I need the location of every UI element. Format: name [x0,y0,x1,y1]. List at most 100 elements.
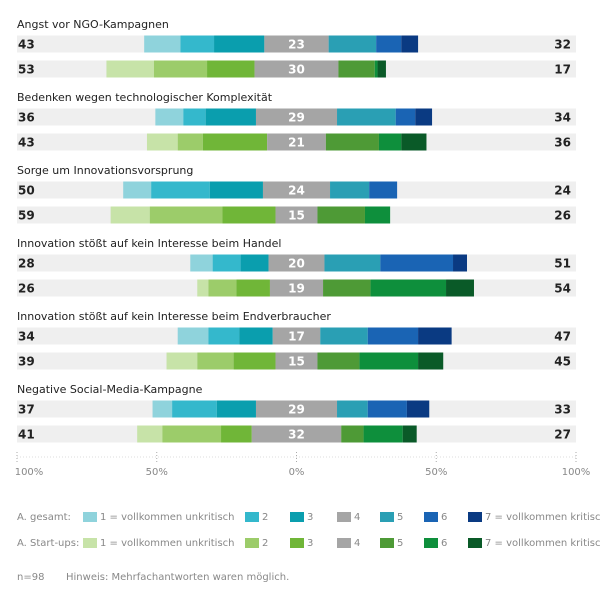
bar-segment [239,327,273,345]
sample-size: n=98 [17,572,44,583]
legend-label: 5 [397,538,403,549]
bar-segment [325,133,379,151]
bar-segment [208,327,240,345]
bar-segment [275,352,318,370]
bar-segment [177,133,203,151]
bar-segment [233,352,276,370]
legend-title: A. Start-ups: [17,538,79,549]
legend-swatch [337,538,351,548]
segment-label: 19 [288,282,305,296]
bar-segment [155,108,184,126]
bar-segment [149,206,223,224]
legend-label: 3 [307,538,313,549]
segment-label: 29 [288,403,305,417]
bar-segment [146,133,178,151]
group-title: Negative Social-Media-Kampagne [17,383,203,396]
right-total: 47 [554,330,571,344]
bar-segment [264,35,329,53]
bar-segment [395,108,416,126]
group-title: Bedenken wegen technologischer Komplexit… [17,91,273,104]
bar-segment [183,108,206,126]
bar-segment [144,35,181,53]
bar-segment [337,108,396,126]
bar-segment [152,400,173,418]
bar-segment [453,254,467,272]
right-total: 54 [554,282,571,296]
segment-label: 17 [288,330,305,344]
x-tick-label: 50% [146,467,168,478]
legend-label: 3 [307,512,313,523]
bar-segment [378,133,402,151]
left-total: 41 [18,428,35,442]
bar-segment [202,133,268,151]
bar-segment [153,60,208,78]
bar-segment [267,133,326,151]
legend-label: 1 = vollkommen unkritisch [100,512,235,523]
legend-label: 4 [354,538,360,549]
bar-segment [370,279,447,297]
bar-segment [363,425,403,443]
legend-swatch [380,512,394,522]
left-total: 43 [18,38,35,52]
right-total: 36 [554,136,571,150]
bar-segment [330,181,370,199]
bar-segment [255,108,338,126]
bar-segment [401,133,427,151]
bar-segment [162,425,222,443]
bar-segment [177,327,209,345]
legend-swatch [424,512,438,522]
right-total: 27 [554,428,571,442]
bar-segment [106,60,154,78]
left-total: 43 [18,136,35,150]
legend-swatch [290,512,304,522]
segment-label: 30 [288,63,305,77]
bar-segment [214,35,265,53]
right-total: 33 [554,403,571,417]
left-total: 26 [18,282,35,296]
bar-segment [166,352,198,370]
group-title: Angst vor NGO-Kampagnen [17,18,169,31]
bar-segment [364,206,391,224]
bar-segment [207,60,255,78]
bar-segment [151,181,210,199]
bar-segment [240,254,269,272]
left-total: 34 [18,330,35,344]
bar-segment [137,425,163,443]
legend-swatch [245,538,259,548]
legend-swatch [468,512,482,522]
bar-segment [222,206,276,224]
left-total: 37 [18,403,35,417]
bar-segment [208,279,237,297]
legend-label: 6 [441,538,447,549]
right-total: 24 [554,184,571,198]
legend-swatch [83,512,97,522]
note: Hinweis: Mehrfachantworten waren möglich… [66,572,289,583]
legend-label: 2 [262,512,268,523]
bar-segment [197,279,209,297]
bar-segment [123,181,152,199]
bar-segment [268,254,325,272]
group-title: Innovation stößt auf kein Interesse beim… [17,310,331,323]
bar-segment [323,279,371,297]
bar-segment [254,60,339,78]
bar-segment [418,327,452,345]
right-total: 32 [554,38,571,52]
left-total: 53 [18,63,35,77]
bar-segment [212,254,241,272]
legend-label: 7 = vollkommen kritisch [485,512,600,523]
bar-segment [197,352,234,370]
bar-segment [418,352,444,370]
x-tick-label: 100% [15,467,44,478]
right-total: 51 [554,257,571,271]
bar-segment [380,254,454,272]
bar-segment [317,352,360,370]
legend-label: 6 [441,512,447,523]
segment-label: 29 [288,111,305,125]
bar-segment [446,279,474,297]
bar-segment [221,425,252,443]
legend-swatch [468,538,482,548]
x-tick-label: 100% [562,467,591,478]
bar-segment [406,400,430,418]
bar-segment [415,108,433,126]
